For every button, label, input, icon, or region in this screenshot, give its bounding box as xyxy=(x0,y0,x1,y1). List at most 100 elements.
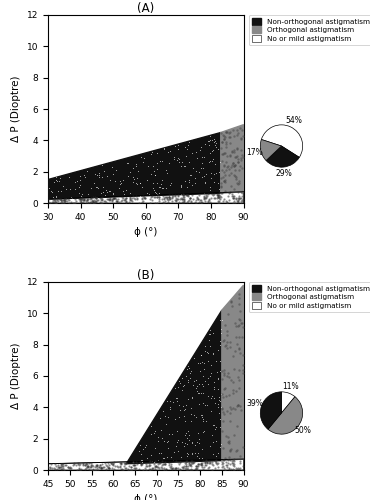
Point xyxy=(68,193,74,201)
Point xyxy=(183,372,189,380)
Point xyxy=(228,182,234,190)
Point xyxy=(223,140,229,147)
Point xyxy=(207,326,213,334)
Point xyxy=(225,438,231,446)
Point xyxy=(238,156,243,164)
Point xyxy=(185,395,191,403)
Point xyxy=(232,162,238,170)
Point xyxy=(183,401,189,409)
Point xyxy=(233,175,239,183)
Point xyxy=(201,172,207,180)
Point xyxy=(130,458,136,466)
Point xyxy=(223,392,229,400)
Point xyxy=(208,394,213,402)
Point xyxy=(219,390,225,398)
Point xyxy=(155,179,161,187)
Point xyxy=(211,378,217,386)
Point xyxy=(210,146,216,154)
Point xyxy=(234,144,240,152)
Point xyxy=(212,138,218,146)
Point xyxy=(94,171,100,179)
Point xyxy=(53,174,59,182)
Point xyxy=(200,372,206,380)
Point xyxy=(231,171,237,179)
Point xyxy=(221,162,226,170)
Point xyxy=(155,433,161,441)
Point xyxy=(227,134,233,141)
Point xyxy=(136,448,142,456)
Point xyxy=(110,190,116,198)
Point xyxy=(175,145,181,153)
Point xyxy=(138,456,144,464)
Point xyxy=(82,174,88,182)
Point xyxy=(235,180,241,188)
Point xyxy=(79,190,85,198)
Point xyxy=(189,149,195,157)
Point xyxy=(202,347,208,355)
Point xyxy=(221,161,227,169)
Point xyxy=(221,371,227,379)
Point xyxy=(120,176,126,184)
Point xyxy=(206,336,212,344)
Point xyxy=(233,402,239,410)
Point xyxy=(94,192,100,200)
Point xyxy=(67,185,73,193)
Point xyxy=(117,180,123,188)
Point xyxy=(230,378,236,386)
Point xyxy=(152,171,158,179)
Point xyxy=(188,404,194,412)
Point xyxy=(226,152,232,160)
Point xyxy=(229,148,235,156)
Point xyxy=(189,439,195,447)
Point xyxy=(138,450,144,458)
Point xyxy=(205,348,211,356)
Point xyxy=(158,450,164,458)
Point xyxy=(178,182,184,190)
Point xyxy=(201,389,206,397)
Point xyxy=(159,434,165,442)
Point xyxy=(198,351,204,359)
Point xyxy=(221,134,227,142)
Point xyxy=(213,423,219,431)
Point xyxy=(225,128,231,136)
Point xyxy=(196,146,202,154)
Point xyxy=(191,354,197,362)
Point xyxy=(196,454,202,462)
Point xyxy=(240,132,246,140)
Point xyxy=(229,302,235,310)
Point xyxy=(217,442,223,450)
Point xyxy=(183,152,189,160)
Point xyxy=(208,360,214,368)
Point xyxy=(134,160,139,168)
Point xyxy=(228,297,234,305)
Point xyxy=(198,389,204,397)
Point xyxy=(81,171,87,179)
Point xyxy=(213,357,219,365)
Point xyxy=(112,177,118,185)
Point xyxy=(231,162,237,170)
Point xyxy=(77,176,83,184)
Point xyxy=(228,298,233,306)
Point xyxy=(202,178,208,186)
Polygon shape xyxy=(221,124,243,194)
Point xyxy=(238,154,243,162)
Point xyxy=(210,350,216,358)
Point xyxy=(188,374,194,382)
Point xyxy=(193,384,199,392)
Point xyxy=(226,392,232,400)
Point xyxy=(158,426,164,434)
Point xyxy=(63,185,68,193)
Point xyxy=(99,174,105,182)
Point xyxy=(211,384,217,392)
Point xyxy=(220,444,226,452)
Point xyxy=(153,190,159,198)
Point xyxy=(201,189,207,197)
Point xyxy=(88,184,94,192)
Point xyxy=(238,124,243,132)
Point xyxy=(218,174,224,182)
Point xyxy=(130,173,136,181)
Point xyxy=(156,448,162,456)
Point xyxy=(206,342,212,350)
Point xyxy=(228,405,233,413)
Point xyxy=(185,378,191,386)
